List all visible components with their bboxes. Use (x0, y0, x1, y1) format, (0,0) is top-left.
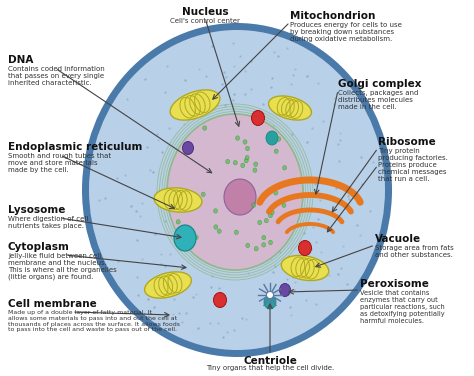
Ellipse shape (282, 203, 286, 208)
Ellipse shape (201, 192, 205, 197)
Ellipse shape (270, 210, 274, 215)
Text: Lysosome: Lysosome (8, 205, 65, 215)
Ellipse shape (236, 136, 239, 140)
Ellipse shape (176, 220, 180, 224)
Text: Made up of a double layer of fatty material. It
allows some materials to pass in: Made up of a double layer of fatty mater… (8, 310, 180, 332)
Text: Collects, packages and
distributes molecules
made in the cell.: Collects, packages and distributes molec… (338, 90, 419, 110)
Ellipse shape (194, 235, 198, 240)
Text: Storage area from fats
and other substances.: Storage area from fats and other substan… (375, 245, 454, 258)
Ellipse shape (264, 218, 268, 223)
Text: Tiny organs that help the cell divide.: Tiny organs that help the cell divide. (206, 365, 334, 371)
Text: Peroxisome: Peroxisome (360, 279, 429, 289)
Ellipse shape (82, 23, 392, 357)
Text: Tiny protein
producing factories.
Proteins produce
chemical messages
that run a : Tiny protein producing factories. Protei… (378, 148, 448, 182)
Text: Jelly-like fluid between cell
membrane and the nucleus.
This is where all the or: Jelly-like fluid between cell membrane a… (8, 253, 117, 280)
Ellipse shape (182, 231, 194, 245)
Ellipse shape (89, 30, 385, 350)
Ellipse shape (281, 255, 329, 280)
Ellipse shape (252, 111, 264, 126)
Ellipse shape (277, 137, 281, 141)
Ellipse shape (268, 240, 273, 245)
Ellipse shape (182, 141, 193, 155)
Text: Smooth and rough tubes that
move and store materials
made by the cell.: Smooth and rough tubes that move and sto… (8, 153, 111, 173)
Ellipse shape (244, 158, 248, 163)
Ellipse shape (213, 293, 227, 308)
Ellipse shape (299, 241, 311, 256)
Ellipse shape (203, 126, 207, 130)
Ellipse shape (253, 168, 257, 173)
Text: Golgi complex: Golgi complex (338, 79, 421, 89)
Text: Mitochondrion: Mitochondrion (290, 11, 375, 21)
Ellipse shape (167, 114, 303, 270)
Ellipse shape (269, 96, 311, 120)
Ellipse shape (214, 225, 218, 229)
Ellipse shape (233, 161, 237, 165)
Ellipse shape (234, 230, 238, 235)
Text: Centriole: Centriole (243, 356, 297, 366)
Ellipse shape (170, 90, 220, 120)
Text: Where digestion of cell
nutrients takes place.: Where digestion of cell nutrients takes … (8, 216, 88, 229)
Text: Ribosome: Ribosome (378, 137, 436, 147)
Ellipse shape (217, 229, 221, 233)
Text: Cell's control center: Cell's control center (170, 18, 240, 24)
Text: Vacuole: Vacuole (375, 234, 421, 244)
Ellipse shape (254, 162, 258, 167)
Text: DNA: DNA (8, 55, 33, 65)
Ellipse shape (266, 209, 271, 214)
Ellipse shape (243, 140, 247, 144)
Ellipse shape (246, 146, 249, 151)
Ellipse shape (252, 203, 256, 207)
Text: Cytoplasm: Cytoplasm (8, 242, 70, 252)
Ellipse shape (274, 191, 278, 195)
Ellipse shape (283, 165, 287, 170)
Text: Endoplasmic reticulum: Endoplasmic reticulum (8, 142, 142, 152)
Text: Contains coded information
that passes on every single
inherited characteristic.: Contains coded information that passes o… (8, 66, 105, 86)
Ellipse shape (213, 209, 218, 213)
Text: Vesicle that contains
enzymes that carry out
particular reactions, such
as detox: Vesicle that contains enzymes that carry… (360, 290, 445, 324)
Ellipse shape (266, 131, 278, 145)
Ellipse shape (266, 291, 273, 299)
Ellipse shape (262, 235, 266, 240)
Ellipse shape (258, 220, 262, 225)
Ellipse shape (254, 246, 258, 251)
Ellipse shape (245, 155, 249, 160)
Ellipse shape (224, 179, 256, 215)
Ellipse shape (268, 213, 273, 218)
Text: Cell membrane: Cell membrane (8, 299, 97, 309)
Ellipse shape (226, 159, 230, 164)
Ellipse shape (145, 272, 191, 298)
Ellipse shape (174, 225, 196, 251)
Text: Produces energy for cells to use
by breaking down substances
during oxidative me: Produces energy for cells to use by brea… (290, 22, 402, 42)
Ellipse shape (264, 295, 276, 309)
Ellipse shape (154, 188, 202, 212)
Ellipse shape (274, 149, 278, 153)
Ellipse shape (262, 243, 266, 247)
Ellipse shape (241, 163, 245, 168)
Ellipse shape (280, 284, 291, 297)
Ellipse shape (246, 243, 250, 248)
Ellipse shape (173, 201, 177, 206)
Text: Nucleus: Nucleus (182, 7, 228, 17)
